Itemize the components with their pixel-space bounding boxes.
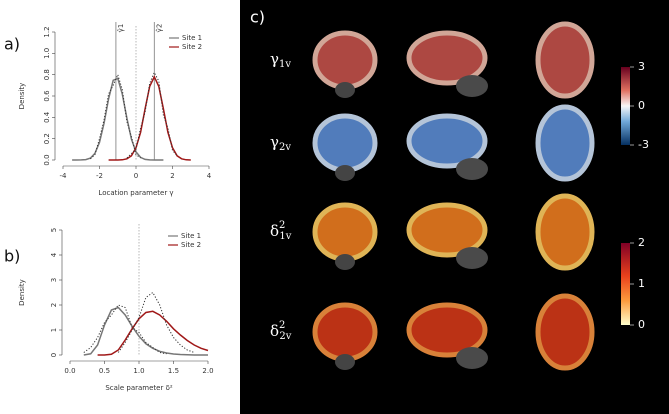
- x-tick-label: 2.0: [202, 367, 213, 375]
- colorbar-tick-label: 3: [638, 60, 645, 73]
- y-axis-label: Density: [18, 279, 26, 306]
- x-tick-label: 2: [170, 172, 174, 180]
- y-tick-label: 5: [50, 228, 58, 232]
- brain-stem: [335, 82, 355, 98]
- empirical-density: [117, 291, 195, 353]
- colorbar-tick-label: 2: [638, 236, 645, 249]
- x-tick-label: -2: [96, 172, 103, 180]
- y-tick-label: 2: [50, 303, 58, 307]
- brain-axial: [535, 21, 595, 99]
- empirical-density: [126, 71, 178, 159]
- colorbar-tick-label: 1: [638, 277, 645, 290]
- colorbar: [621, 67, 630, 145]
- panel-label: b): [4, 247, 20, 266]
- brain-sagittal: [406, 30, 488, 86]
- x-tick-label: 1.5: [168, 367, 179, 375]
- legend-label: Site 2: [181, 241, 201, 249]
- row-label-symbol: δ: [270, 322, 279, 340]
- cerebellum: [456, 247, 488, 269]
- brain-axial: [535, 104, 595, 182]
- y-tick-label: 0.2: [43, 133, 51, 144]
- x-tick-label: 1.0: [133, 367, 144, 375]
- brain-axial: [535, 193, 595, 271]
- y-tick-label: 0: [50, 353, 58, 357]
- brain-coronal: [312, 202, 378, 262]
- density-curve: [83, 306, 208, 356]
- cerebellum: [456, 75, 488, 97]
- cerebellum: [456, 347, 488, 369]
- row-label-symbol: δ: [270, 222, 279, 240]
- colorbar: [621, 243, 630, 325]
- x-tick-label: 4: [207, 172, 212, 180]
- brain-sagittal: [406, 302, 488, 358]
- brain-sagittal: [406, 113, 488, 169]
- row-label-sub: 1v: [279, 59, 291, 70]
- cerebellum: [456, 158, 488, 180]
- brain-coronal: [312, 113, 378, 173]
- row-label-sub: 2v: [279, 142, 291, 153]
- y-tick-label: 0.0: [43, 154, 51, 165]
- colorbar-tick-label: 0: [638, 99, 645, 112]
- row-label-sup: 2: [279, 220, 285, 231]
- row-label-symbol: γ: [270, 133, 279, 151]
- x-axis-label: Scale parameter δ²: [105, 384, 173, 392]
- brain-stem: [335, 354, 355, 370]
- brain-axial: [535, 293, 595, 371]
- y-tick-label: 1.2: [43, 26, 51, 37]
- panel-label: c): [250, 8, 265, 27]
- brain-coronal: [312, 30, 378, 90]
- row-label: γ1v: [270, 50, 291, 70]
- y-tick-label: 0.6: [43, 90, 51, 102]
- y-tick-label: 4: [50, 252, 58, 257]
- x-axis-label: Location parameter γ: [98, 189, 173, 197]
- y-axis-label: Density: [18, 83, 26, 110]
- brain-stem: [335, 254, 355, 270]
- y-tick-label: 0.4: [43, 111, 51, 123]
- row-label-symbol: γ: [270, 50, 279, 68]
- legend-label: Site 1: [181, 232, 201, 240]
- density-curve: [108, 75, 191, 161]
- empirical-density: [90, 73, 141, 160]
- x-tick-label: -4: [60, 172, 68, 180]
- empirical-density: [83, 304, 167, 355]
- row-label-sub: 2v: [279, 331, 291, 342]
- y-tick-label: 1: [50, 328, 58, 332]
- row-label-sub: 1v: [279, 231, 291, 242]
- row-label: δ2 1v: [270, 220, 292, 242]
- density-curve: [97, 310, 209, 356]
- estimate-label: γ̂2: [155, 24, 163, 33]
- legend-label: Site 2: [182, 43, 202, 51]
- density-curve: [72, 77, 164, 161]
- brain-stem: [335, 165, 355, 181]
- colorbar-tick-label: -3: [638, 138, 649, 151]
- panel-label: a): [4, 35, 20, 54]
- estimate-label: γ̂1: [117, 24, 125, 33]
- legend-label: Site 1: [182, 34, 202, 42]
- brain-coronal: [312, 302, 378, 362]
- colorbar-tick-label: 0: [638, 318, 645, 331]
- brain-sagittal: [406, 202, 488, 258]
- x-tick-label: 0.0: [64, 367, 75, 375]
- y-tick-label: 1.0: [43, 48, 51, 59]
- x-tick-label: 0.5: [99, 367, 110, 375]
- y-tick-label: 3: [50, 278, 58, 282]
- x-tick-label: 0: [134, 172, 138, 180]
- row-label: γ2v: [270, 133, 291, 153]
- row-label: δ2 2v: [270, 320, 292, 342]
- y-tick-label: 0.8: [43, 69, 51, 80]
- row-label-sup: 2: [279, 320, 285, 331]
